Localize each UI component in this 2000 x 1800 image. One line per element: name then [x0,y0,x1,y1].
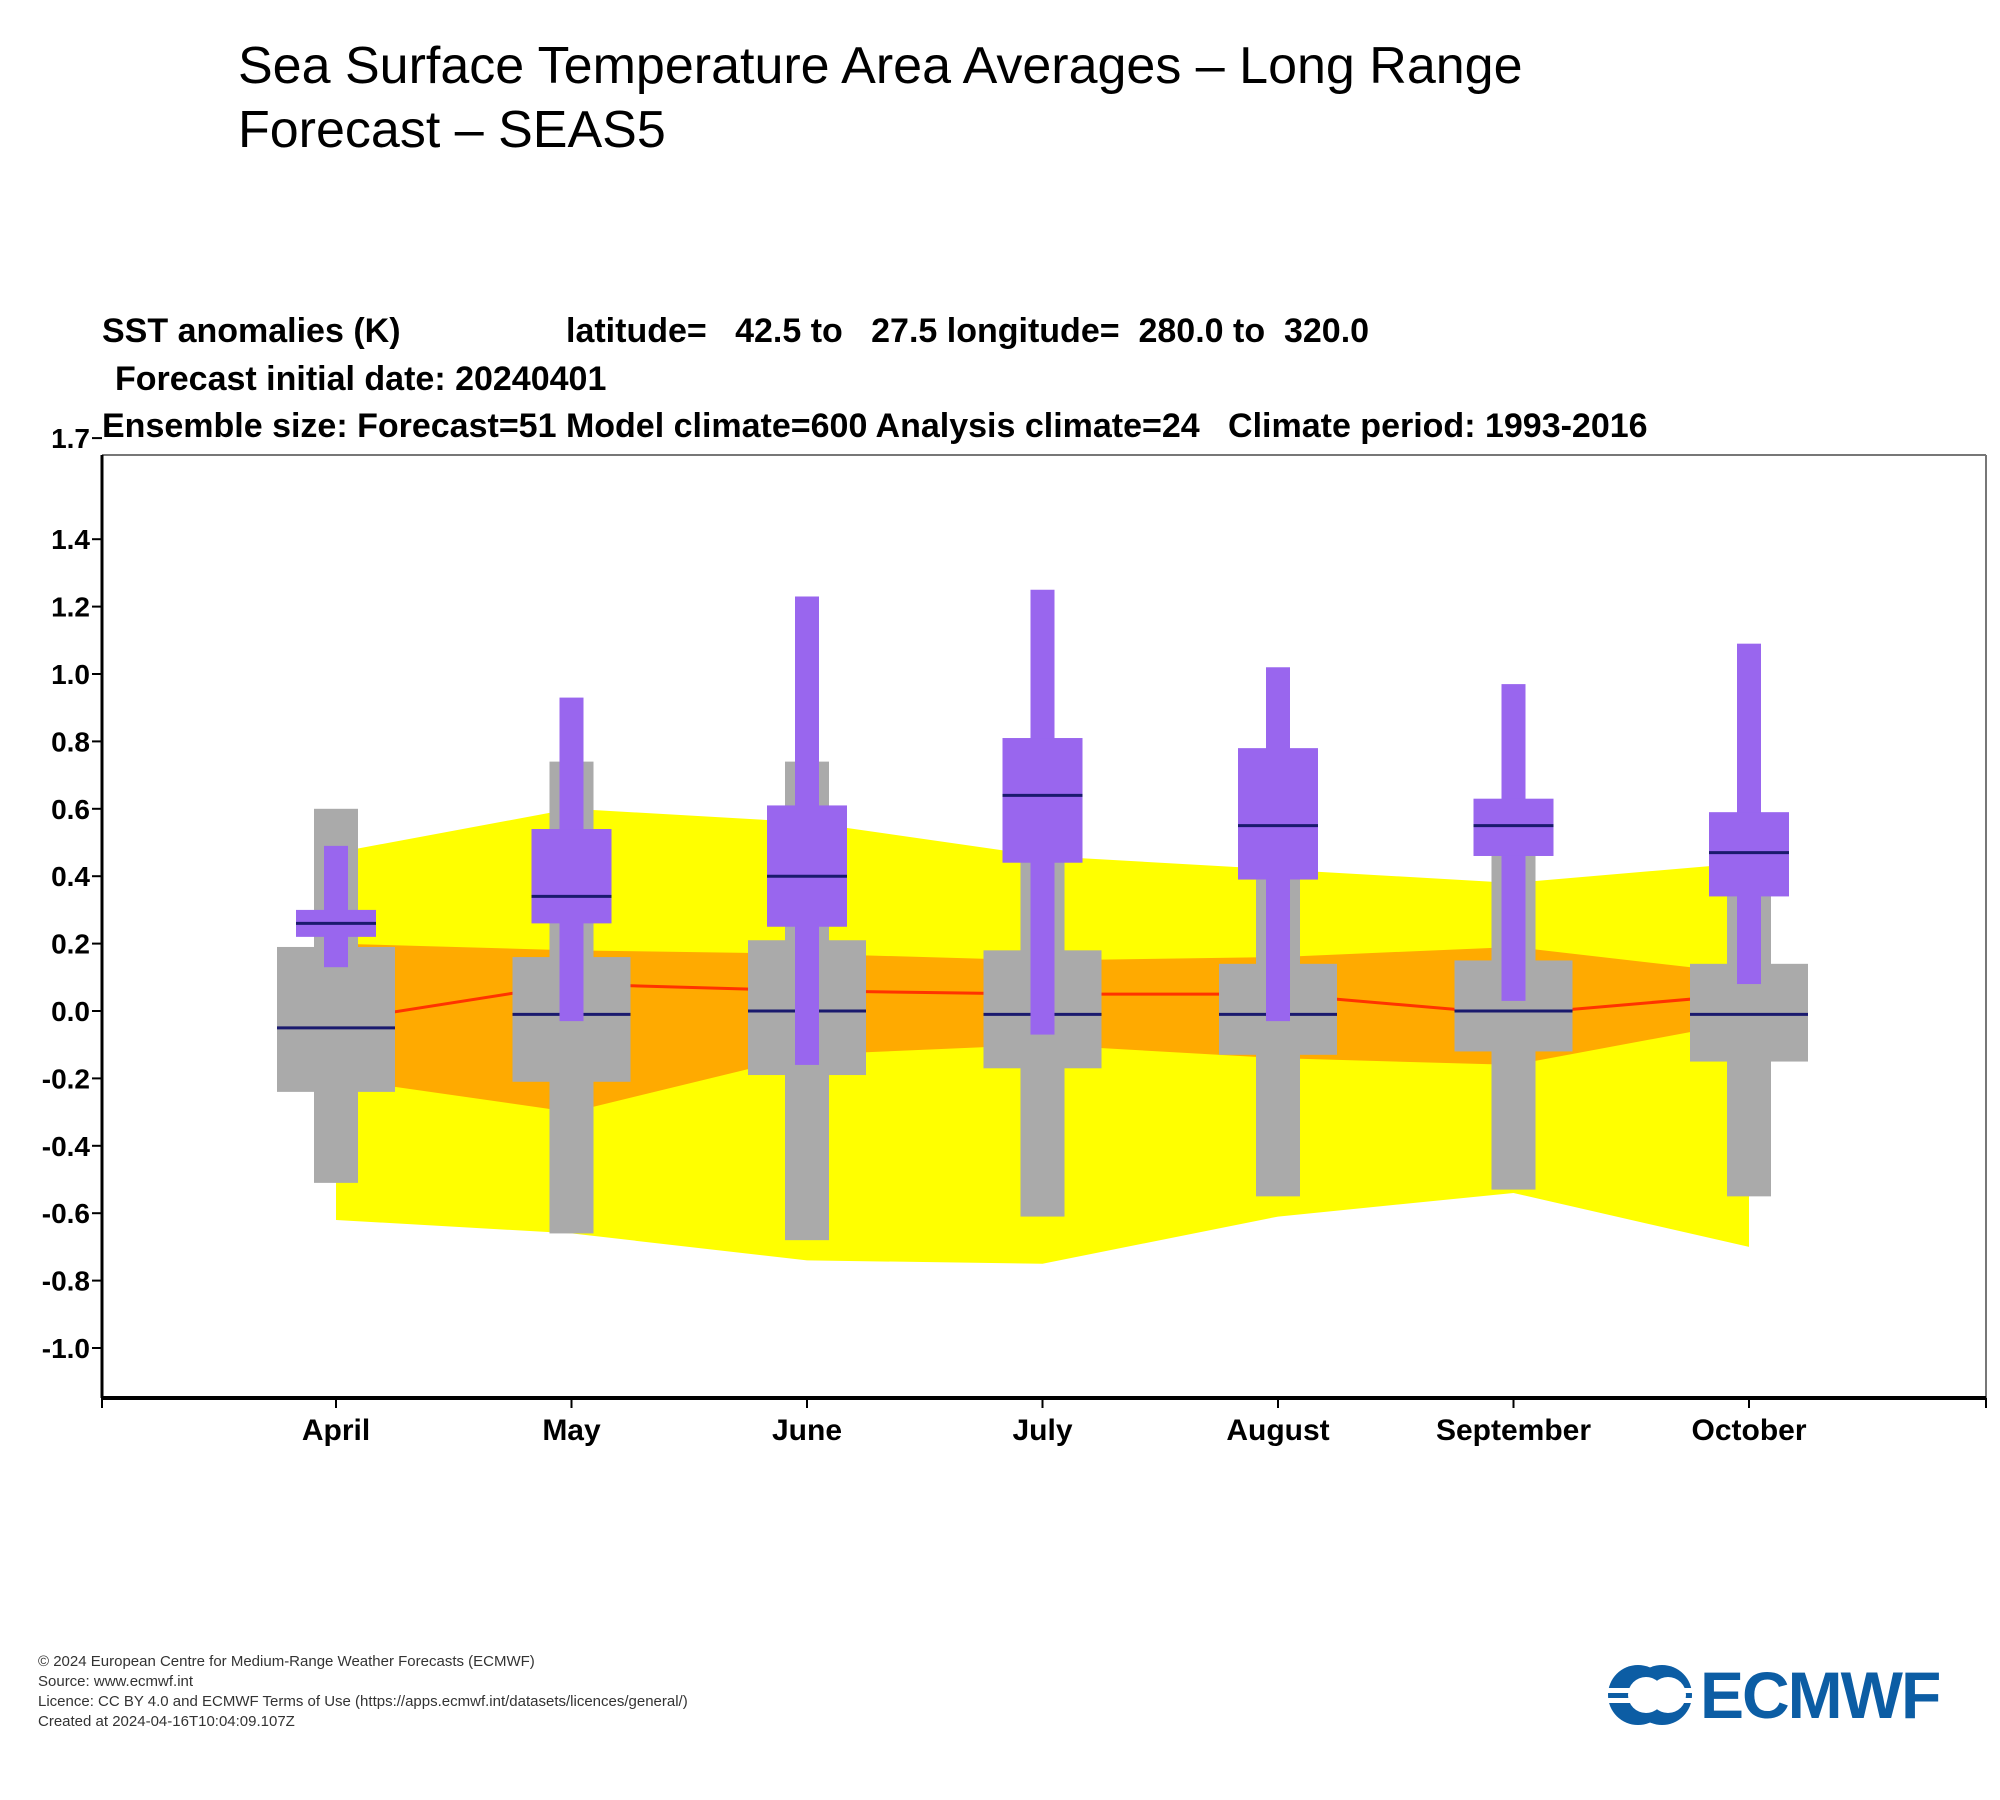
plot-area: 1.7 1.4 1.2 1.0 0.8 0.6 0.4 0.2 0.0 -0.2 -0.4 -0.6 -… [42,423,1987,1447]
footer: © 2024 European Centre for Medium-Range … [38,1652,688,1732]
ecmwf-logo: ECMWF [1606,1658,1941,1732]
y-tick-label: -0.4 [42,1131,91,1162]
y-tick-label: 0.8 [51,726,90,757]
y-tick-label: -0.8 [42,1266,90,1297]
x-tick-label: July [1012,1414,1072,1447]
y-tick-label: 1.0 [51,659,90,690]
x-tick-label: October [1691,1414,1806,1447]
y-tick-label: -1.0 [42,1333,90,1364]
y-tick-label: 1.2 [51,592,90,623]
forecast-box-october [1709,812,1789,897]
x-tick-label: June [772,1414,842,1447]
y-tick-label: 0.0 [51,996,90,1027]
licence-text: Licence: CC BY 4.0 and ECMWF Terms of Us… [38,1693,688,1710]
forecast-box-august [1238,748,1318,880]
y-tick-label: 1.7 [51,423,90,454]
x-tick-label: September [1436,1414,1591,1447]
ecmwf-logo-icon [1606,1665,1694,1725]
x-tick-label: April [302,1414,370,1447]
x-tick-label: August [1226,1414,1329,1447]
model-climate-box-april [277,946,395,1092]
header-region: latitude= 42.5 to 27.5 longitude= 280.0 … [566,312,1369,350]
copyright-text: © 2024 European Centre for Medium-Range … [38,1653,535,1670]
y-tick-label: -0.6 [42,1198,90,1229]
forecast-whisker-april [324,845,348,968]
forecast-box-july [1002,738,1083,863]
header-initial-date: Forecast initial date: 20240401 [115,360,606,398]
y-tick-label: 0.2 [51,929,90,960]
y-tick-label: -0.2 [42,1063,90,1094]
x-tick-label: May [542,1414,601,1447]
y-tick-label: 1.4 [51,524,90,555]
header-ensemble: Ensemble size: Forecast=51 Model climate… [102,407,1648,445]
page-title: Sea Surface Temperature Area Averages – … [238,37,1523,159]
y-tick-label: 0.4 [51,861,90,892]
ecmwf-logo-text: ECMWF [1700,1658,1941,1732]
forecast-box-may [531,829,612,924]
forecast-box-september [1473,798,1554,856]
y-tick-label: 0.6 [51,794,90,825]
source-text: Source: www.ecmwf.int [38,1673,194,1690]
header-variable: SST anomalies (K) [102,312,401,350]
forecast-box-june [767,805,847,927]
created-text: Created at 2024-04-16T10:04:09.107Z [38,1713,295,1730]
